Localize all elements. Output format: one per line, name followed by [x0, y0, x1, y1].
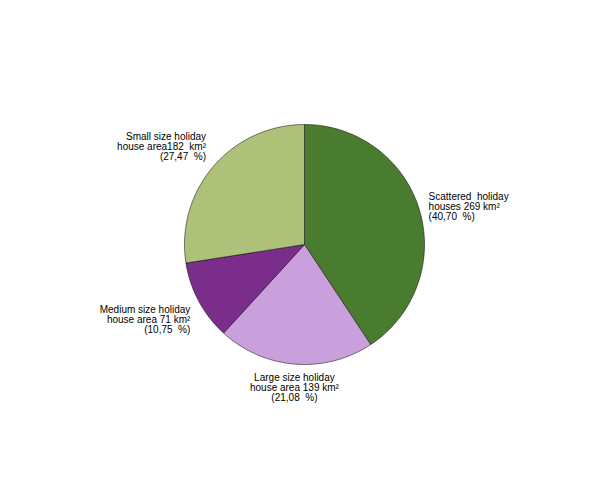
- svg-text:Small size holidayhouse area18: Small size holidayhouse area182 km²(27,4…: [117, 131, 207, 162]
- svg-text:Scattered holidayhouses 269 k: Scattered holidayhouses 269 km²(40,70 %): [429, 191, 509, 222]
- svg-text:Medium size holidayhouse area: Medium size holidayhouse area 71 km²(10,…: [100, 304, 191, 335]
- svg-text:Large size holidayhouse area 1: Large size holidayhouse area 139 km²(21,…: [250, 372, 340, 403]
